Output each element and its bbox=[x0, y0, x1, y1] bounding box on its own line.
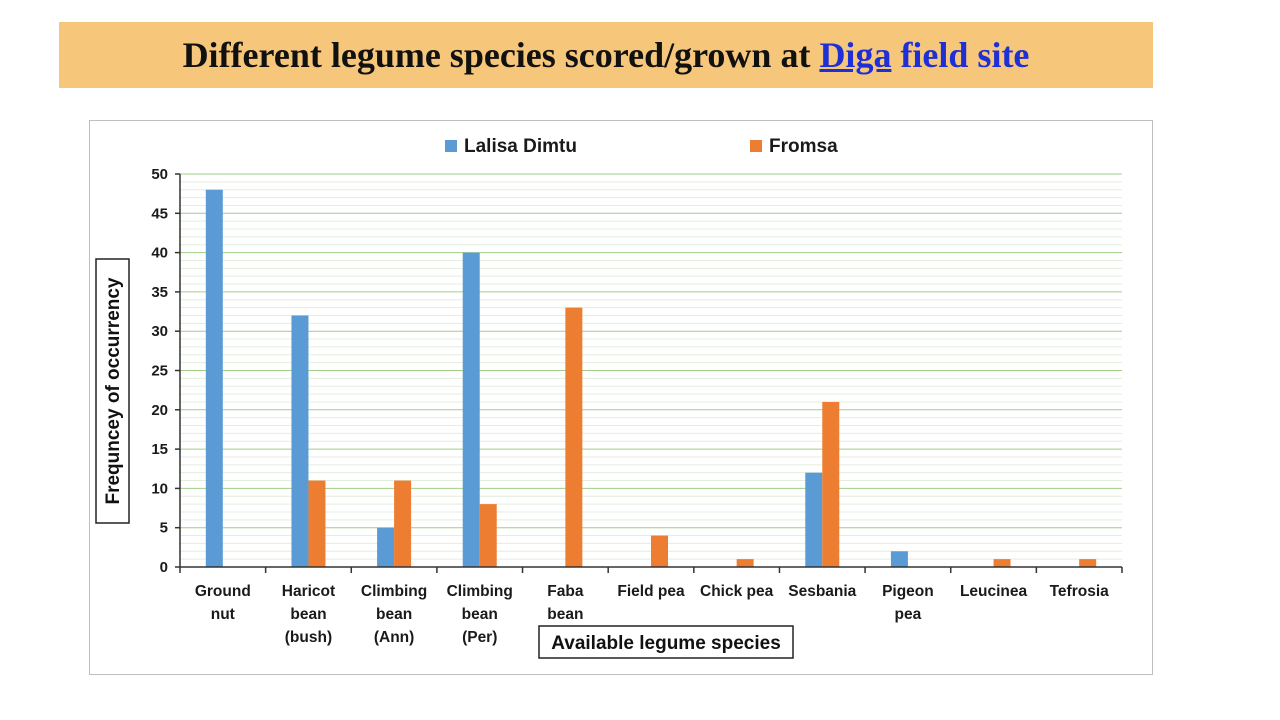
category-label: Field pea bbox=[617, 583, 685, 600]
category-label-line: (Ann) bbox=[374, 629, 414, 646]
y-tick-label: 10 bbox=[151, 480, 168, 497]
category-label: Chick pea bbox=[700, 583, 774, 600]
category-label-line: Leucinea bbox=[960, 583, 1028, 600]
title-prefix: Different legume species scored/grown at bbox=[182, 35, 820, 75]
bar-lalisa-dimtu bbox=[805, 472, 823, 567]
legend-swatch bbox=[750, 140, 762, 152]
category-label-line: Faba bbox=[547, 583, 584, 600]
category-label: Pigeon pea bbox=[882, 583, 934, 623]
y-axis-title-box bbox=[95, 258, 130, 524]
category-label-line: bean bbox=[462, 606, 498, 623]
bar-fromsa bbox=[993, 559, 1011, 567]
bar-fromsa bbox=[565, 307, 583, 567]
category-label-line: bean bbox=[376, 606, 412, 623]
category-label-line: Chick pea bbox=[700, 583, 774, 600]
category-label-line: Ground bbox=[195, 583, 251, 600]
bar-lalisa-dimtu bbox=[890, 551, 908, 567]
page-title: Different legume species scored/grown at… bbox=[183, 34, 1030, 76]
bar-fromsa bbox=[736, 559, 754, 567]
x-axis-title: Available legume species bbox=[551, 633, 781, 654]
category-label-line: Haricot bbox=[282, 583, 335, 600]
y-tick-label: 25 bbox=[151, 363, 168, 380]
y-axis-title: Frequncey of occurrency bbox=[103, 277, 124, 504]
bar-fromsa bbox=[479, 504, 497, 567]
chart-frame: 0 5 10 15 20 25 30 35 40 45 50 Ground nut Haricot bean… bbox=[89, 120, 1153, 675]
category-label-line: bean bbox=[547, 606, 583, 623]
category-label-line: Sesbania bbox=[788, 583, 856, 600]
x-axis-title-box bbox=[538, 625, 794, 659]
category-label-line: nut bbox=[211, 606, 235, 623]
y-tick-label: 50 bbox=[151, 166, 168, 183]
category-label: Faba bean bbox=[547, 583, 584, 623]
y-tick-label: 5 bbox=[160, 520, 168, 537]
category-label: Ground nut bbox=[195, 583, 251, 623]
bar-lalisa-dimtu bbox=[205, 189, 223, 567]
title-banner: Different legume species scored/grown at… bbox=[59, 22, 1153, 88]
category-label-line: Climbing bbox=[361, 583, 427, 600]
category-label-line: (bush) bbox=[285, 629, 332, 646]
bar-lalisa-dimtu bbox=[377, 527, 395, 567]
category-label: Sesbania bbox=[788, 583, 856, 600]
category-label-line: Field pea bbox=[617, 583, 685, 600]
category-label-line: Tefrosia bbox=[1050, 583, 1110, 600]
category-label-line: pea bbox=[895, 606, 922, 623]
category-label: Climbing bean (Per) bbox=[447, 583, 513, 646]
title-suffix: field site bbox=[891, 35, 1030, 75]
bar-fromsa bbox=[308, 480, 326, 567]
category-label-line: bean bbox=[290, 606, 326, 623]
bar-fromsa bbox=[651, 535, 668, 567]
category-label: Leucinea bbox=[960, 583, 1028, 600]
y-tick-label: 45 bbox=[151, 205, 168, 222]
y-tick-label: 40 bbox=[151, 245, 168, 262]
bar-lalisa-dimtu bbox=[462, 252, 480, 567]
diga-link[interactable]: Diga bbox=[819, 35, 892, 75]
bar-lalisa-dimtu bbox=[291, 315, 309, 567]
bar-fromsa bbox=[822, 401, 840, 567]
category-label: Climbing bean (Ann) bbox=[361, 583, 427, 646]
category-label-line: (Per) bbox=[462, 629, 497, 646]
category-label: Tefrosia bbox=[1050, 583, 1110, 600]
bar-fromsa bbox=[1079, 559, 1097, 567]
bar-fromsa bbox=[394, 480, 412, 567]
y-tick-label: 15 bbox=[151, 441, 168, 458]
category-label-line: Climbing bbox=[447, 583, 513, 600]
legend-label: Fromsa bbox=[769, 136, 838, 157]
legend-swatch bbox=[445, 140, 457, 152]
category-label-line: Pigeon bbox=[882, 583, 934, 600]
legend-label: Lalisa Dimtu bbox=[464, 136, 577, 157]
y-tick-label: 0 bbox=[160, 559, 168, 576]
category-label: Haricot bean (bush) bbox=[282, 583, 335, 646]
y-tick-label: 20 bbox=[151, 402, 168, 419]
bar-chart: 0 5 10 15 20 25 30 35 40 45 50 Ground nut Haricot bean… bbox=[95, 136, 1123, 659]
y-tick-label: 35 bbox=[151, 284, 168, 301]
y-tick-label: 30 bbox=[151, 323, 168, 340]
